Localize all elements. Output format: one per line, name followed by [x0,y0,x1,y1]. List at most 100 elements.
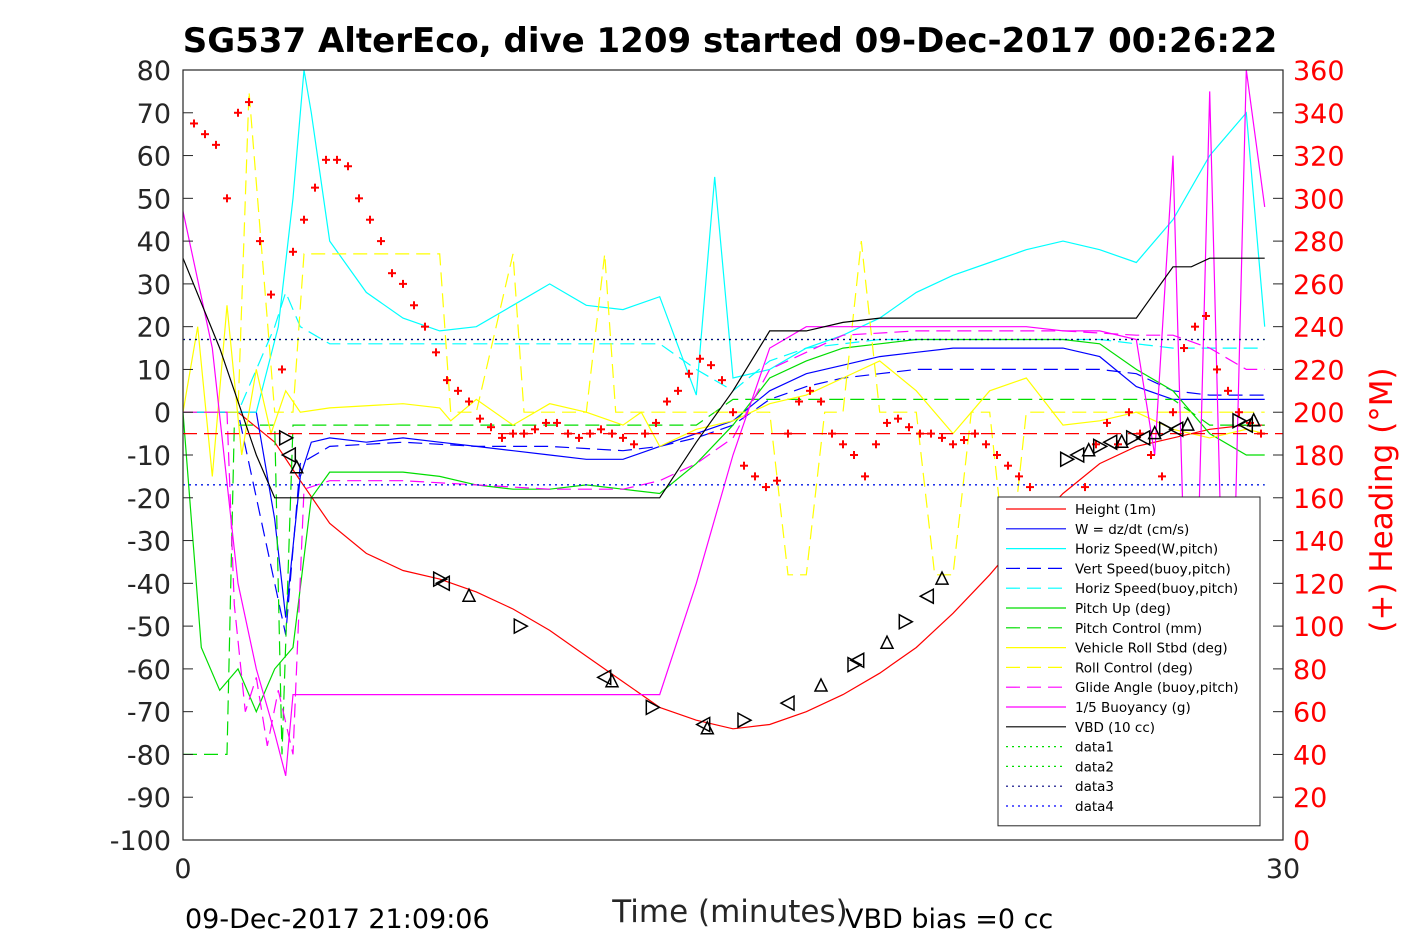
heading-marker [278,365,286,374]
height-marker [813,677,829,692]
height-marker [289,459,304,474]
heading-marker [410,301,418,310]
heading-marker [784,429,792,438]
legend-label: Pitch Control (mm) [1075,621,1202,637]
heading-marker [201,130,209,139]
heading-marker [718,376,726,385]
heading-marker [828,429,836,438]
heading-marker [1125,408,1133,417]
left-tick-label: 30 [137,270,171,301]
legend-label: Horiz Speed(buoy,pitch) [1075,581,1238,597]
height-marker [1246,412,1261,427]
right-tick-label: 140 [1293,527,1345,558]
left-tick-label: 60 [137,142,171,173]
series-line-7 [183,398,1265,756]
left-tick-label: 40 [137,227,171,258]
height-marker [1102,433,1118,451]
height-marker [918,587,935,605]
height-marker [1147,424,1162,440]
heading-marker [982,440,990,449]
heading-marker [729,408,737,417]
right-tick-label: 340 [1293,99,1345,130]
legend-label: data3 [1075,779,1114,795]
legend-label: Roll Control (deg) [1075,660,1193,676]
legend-label: Pitch Up (deg) [1075,601,1171,617]
right-tick-label: 80 [1293,655,1327,686]
left-tick-label: -40 [127,569,171,600]
heading-marker [663,397,671,406]
chart-title: SG537 AlterEco, dive 1209 started 09-Dec… [183,21,1278,61]
height-marker [849,652,865,669]
heading-marker [476,414,484,423]
heading-marker [630,440,638,449]
legend: Height (1m) W = dz/dt (cm/s) Horiz Speed(W… [997,496,1261,827]
left-tick-label: -70 [127,698,171,729]
left-tick-label: 80 [137,56,171,87]
right-axis: 3603403203002802602402202001801601401201… [1273,56,1345,857]
heading-marker [432,348,440,357]
heading-marker [1103,418,1111,427]
heading-marker [1213,365,1221,374]
heading-marker [850,451,858,459]
right-tick-label: 0 [1293,826,1310,857]
legend-label: data1 [1075,740,1114,756]
heading-marker [740,461,748,470]
heading-marker [795,397,803,406]
left-tick-label: 10 [137,355,171,386]
heading-marker [487,423,495,432]
heading-marker [839,440,847,449]
left-tick-label: -20 [127,484,171,515]
heading-marker [1224,386,1232,395]
height-marker [278,429,295,447]
heading-marker [1015,472,1023,481]
height-marker [432,570,449,588]
height-marker [1125,429,1142,447]
heading-marker [894,414,902,423]
height-marker [879,634,895,649]
height-marker [1114,433,1129,448]
height-marker [737,711,753,729]
heading-marker [267,290,275,299]
height-marker [461,587,477,602]
right-tick-label: 60 [1293,698,1327,729]
heading-marker [300,215,308,224]
series-line-4 [183,368,1265,635]
heading-marker [1191,322,1199,331]
height-marker [645,699,661,716]
heading-marker [289,247,297,256]
heading-marker [245,98,253,107]
heading-marker [960,436,968,445]
heading-marker [685,369,693,378]
heading-marker [916,429,924,438]
series-line-11 [183,70,1266,819]
heading-marker [498,433,506,442]
heading-marker [1180,344,1188,353]
heading-marker [883,418,891,427]
left-tick-label: -10 [127,441,171,472]
height-marker [898,613,914,631]
x-axis-label: Time (minutes) [611,894,847,930]
legend-label: data4 [1075,799,1114,815]
left-tick-label: -90 [127,783,171,814]
right-tick-label: 40 [1293,740,1327,771]
heading-marker [465,397,473,406]
right-tick-label: 20 [1293,783,1327,814]
heading-marker [993,451,1001,459]
height-marker [695,716,711,733]
heading-marker [1235,408,1243,417]
heading-marker [443,376,451,385]
heading-marker [344,162,352,171]
heading-marker [619,433,627,442]
series-line-1 [183,411,1265,730]
right-tick-label: 360 [1293,56,1345,87]
heading-marker [190,119,198,128]
series-line-12 [183,257,1265,499]
heading-marker [1169,408,1177,417]
right-tick-label: 120 [1293,569,1345,600]
heading-marker [597,425,605,434]
heading-marker [256,237,264,246]
left-tick-label: -60 [127,655,171,686]
heading-marker [388,269,396,278]
heading-marker [971,429,979,438]
